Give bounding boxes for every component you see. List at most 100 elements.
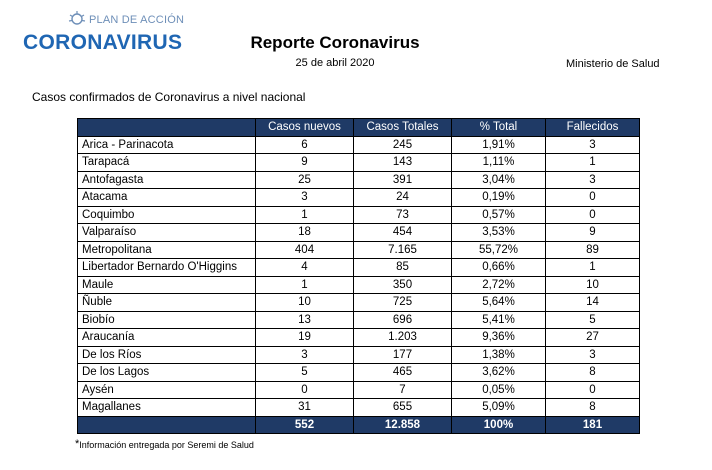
cases-table: Casos nuevos Casos Totales % Total Falle… — [77, 118, 640, 434]
column-header-fallecidos: Fallecidos — [545, 118, 640, 137]
table-row: Biobío 13 696 5,41% 5 — [77, 310, 640, 329]
value-cell: 5,09% — [451, 398, 546, 417]
value-cell: 0 — [545, 205, 640, 224]
column-header-region — [77, 118, 256, 137]
value-cell: 454 — [353, 223, 452, 242]
footnote-star: * — [75, 438, 80, 450]
total-label-cell — [77, 415, 256, 434]
value-cell: 1 — [255, 275, 354, 294]
table-caption: Casos confirmados de Coronavirus a nivel… — [32, 90, 306, 104]
value-cell: 1,91% — [451, 135, 546, 154]
value-cell: 1 — [255, 205, 354, 224]
value-cell: 10 — [255, 293, 354, 312]
value-cell: 4 — [255, 258, 354, 277]
value-cell: 19 — [255, 328, 354, 347]
value-cell: 8 — [545, 398, 640, 417]
value-cell: 3 — [255, 188, 354, 207]
value-cell: 3 — [545, 345, 640, 364]
value-cell: 5 — [255, 363, 354, 382]
table-row: Libertador Bernardo O'Higgins 4 85 0,66% 1 — [77, 258, 640, 277]
logo-wordmark: CORONAVIRUS — [23, 31, 183, 54]
total-value-cell: 181 — [545, 415, 640, 434]
region-name-cell: De los Lagos — [77, 363, 256, 382]
logo-subtitle: PLAN DE ACCIÓN — [89, 14, 185, 26]
value-cell: 31 — [255, 398, 354, 417]
table-row: Tarapacá 9 143 1,11% 1 — [77, 153, 640, 172]
region-name-cell: De los Ríos — [77, 345, 256, 364]
column-header-porcentaje: % Total — [451, 118, 546, 137]
value-cell: 89 — [545, 240, 640, 259]
region-name-cell: Valparaíso — [77, 223, 256, 242]
value-cell: 245 — [353, 135, 452, 154]
value-cell: 391 — [353, 170, 452, 189]
region-name-cell: Arica - Parinacota — [77, 135, 256, 154]
value-cell: 143 — [353, 153, 452, 172]
region-name-cell: Tarapacá — [77, 153, 256, 172]
value-cell: 177 — [353, 345, 452, 364]
value-cell: 404 — [255, 240, 354, 259]
region-name-cell: Araucanía — [77, 328, 256, 347]
table-row: Coquimbo 1 73 0,57% 0 — [77, 205, 640, 224]
total-value-cell: 552 — [255, 415, 354, 434]
value-cell: 9,36% — [451, 328, 546, 347]
value-cell: 1,38% — [451, 345, 546, 364]
value-cell: 0,19% — [451, 188, 546, 207]
value-cell: 27 — [545, 328, 640, 347]
value-cell: 8 — [545, 363, 640, 382]
total-row: 552 12.858 100% 181 — [77, 415, 640, 434]
value-cell: 5,64% — [451, 293, 546, 312]
value-cell: 73 — [353, 205, 452, 224]
footnote: *Información entregada por Seremi de Sal… — [75, 438, 254, 450]
region-name-cell: Coquimbo — [77, 205, 256, 224]
region-name-cell: Aysén — [77, 380, 256, 399]
table-row: Maule 1 350 2,72% 10 — [77, 275, 640, 294]
table-row: Valparaíso 18 454 3,53% 9 — [77, 223, 640, 242]
value-cell: 3 — [545, 170, 640, 189]
value-cell: 18 — [255, 223, 354, 242]
value-cell: 85 — [353, 258, 452, 277]
table-row: De los Ríos 3 177 1,38% 3 — [77, 345, 640, 364]
value-cell: 0,57% — [451, 205, 546, 224]
value-cell: 3,53% — [451, 223, 546, 242]
region-name-cell: Metropolitana — [77, 240, 256, 259]
report-date: 25 de abril 2020 — [295, 57, 375, 69]
value-cell: 0,05% — [451, 380, 546, 399]
table-row: Aysén 0 7 0,05% 0 — [77, 380, 640, 399]
value-cell: 1 — [545, 258, 640, 277]
value-cell: 725 — [353, 293, 452, 312]
region-name-cell: Biobío — [77, 310, 256, 329]
footnote-text: Información entregada por Seremi de Salu… — [79, 440, 254, 450]
table-row: Araucanía 19 1.203 9,36% 27 — [77, 328, 640, 347]
table-row: Atacama 3 24 0,19% 0 — [77, 188, 640, 207]
virus-icon — [68, 11, 86, 25]
value-cell: 0 — [545, 188, 640, 207]
value-cell: 13 — [255, 310, 354, 329]
value-cell: 465 — [353, 363, 452, 382]
coronavirus-logo: PLAN DE ACCIÓN CORONAVIRUS — [23, 10, 184, 58]
table-row: Antofagasta 25 391 3,04% 3 — [77, 170, 640, 189]
value-cell: 10 — [545, 275, 640, 294]
region-name-cell: Antofagasta — [77, 170, 256, 189]
value-cell: 5 — [545, 310, 640, 329]
value-cell: 0 — [255, 380, 354, 399]
value-cell: 2,72% — [451, 275, 546, 294]
value-cell: 1 — [545, 153, 640, 172]
region-name-cell: Maule — [77, 275, 256, 294]
value-cell: 9 — [545, 223, 640, 242]
region-name-cell: Libertador Bernardo O'Higgins — [77, 258, 256, 277]
value-cell: 3 — [255, 345, 354, 364]
total-value-cell: 12.858 — [353, 415, 452, 434]
value-cell: 655 — [353, 398, 452, 417]
table-row: Ñuble 10 725 5,64% 14 — [77, 293, 640, 312]
value-cell: 7.165 — [353, 240, 452, 259]
value-cell: 350 — [353, 275, 452, 294]
value-cell: 3,62% — [451, 363, 546, 382]
value-cell: 696 — [353, 310, 452, 329]
table-row: Metropolitana 404 7.165 55,72% 89 — [77, 240, 640, 259]
value-cell: 0,66% — [451, 258, 546, 277]
value-cell: 0 — [545, 380, 640, 399]
region-name-cell: Magallanes — [77, 398, 256, 417]
value-cell: 25 — [255, 170, 354, 189]
value-cell: 7 — [353, 380, 452, 399]
value-cell: 24 — [353, 188, 452, 207]
